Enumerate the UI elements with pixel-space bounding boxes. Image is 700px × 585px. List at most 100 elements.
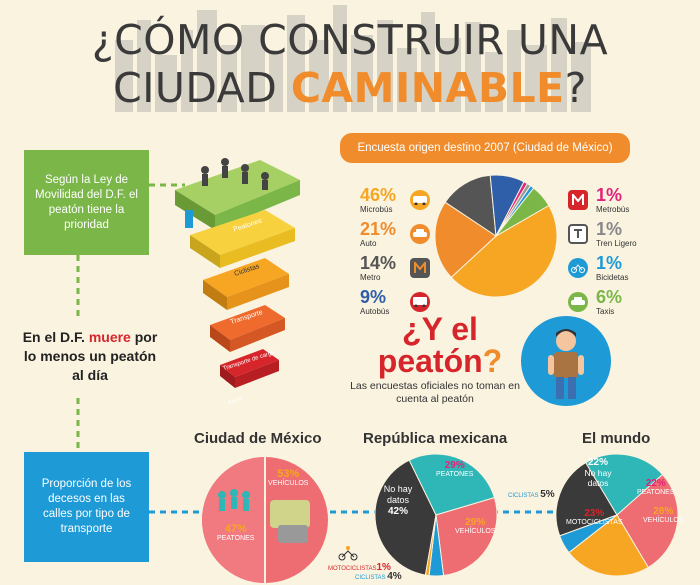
mundo-nodata-text: No hay datos (584, 468, 612, 488)
pedestrian-death-statement: En el D.F. muere por lo menos un peatón … (20, 328, 160, 385)
mobility-pyramid-graphic (175, 158, 300, 388)
mode-percent: 14% (360, 253, 397, 273)
mode-label: Autobús (360, 307, 390, 316)
mode-item: 1% Tren Ligero (568, 217, 658, 251)
car-icon (410, 224, 430, 244)
mode-item: 21% Auto (360, 217, 435, 251)
section-title-mundo: El mundo (582, 430, 651, 447)
survey-left-list: 46% Microbús 21% Auto 14% Metro 9% Autobús (360, 183, 435, 319)
mundo-vehicles-pct: 28% (653, 506, 674, 517)
mundo-moto-pct: 23% (584, 508, 605, 519)
rep-cyclist-text: CICLISTAS (355, 575, 386, 581)
section-title-cdmx: Ciudad de México (194, 430, 322, 447)
mundo-slice-no-hay-datos (555, 461, 618, 537)
survey-right-list: 1% Metrobús 1% Tren Ligero 1% Bicidetas 6% T… (568, 183, 658, 319)
rep-slice-no-hay-datos (374, 459, 437, 576)
mode-percent: 1% (596, 219, 623, 239)
survey-banner: Encuesta origen destino 2007 (Ciudad de … (340, 133, 630, 163)
title-highlight: CAMINABLE (290, 64, 565, 112)
mundo-deaths-pie (555, 453, 679, 577)
mode-percent: 1% (596, 185, 623, 205)
peaton-title-a: ¿Y el (402, 311, 478, 347)
mundo-nodata-pct: 22% (587, 457, 608, 468)
mode-label: Tren Ligero (596, 239, 637, 248)
mode-item: 9% Autobús (360, 285, 435, 319)
light-rail-icon (568, 224, 588, 244)
cdmx-vehicles-label: 53% VEHÍCULOS (268, 468, 308, 488)
mundo-slice-veh-culos (616, 473, 679, 569)
mundo-pedestrians-pct: 22% (645, 478, 666, 489)
mode-percent: 46% (360, 185, 397, 205)
rep-nodata-text: No hay datos (383, 484, 413, 505)
mundo-slice-ciclistas (559, 514, 618, 554)
rep-slice-peatones (408, 453, 496, 516)
peaton-title-b: peatón (377, 343, 483, 379)
mode-item: 6% Taxis (568, 285, 658, 319)
title-prefix: CIUDAD (113, 64, 291, 112)
mundo-pedestrians-lbl: PEATONES (637, 489, 675, 496)
page-title-line2: CIUDAD CAMINABLE? (0, 66, 700, 110)
bicycle-icon (568, 258, 588, 278)
mode-label: Microbús (360, 205, 393, 214)
rep-moto-label: MOTOCICLISTAS1% (328, 562, 391, 573)
law-info-box: Según la Ley de Movilidad del D.F. el pe… (24, 150, 149, 255)
mode-label: Taxis (596, 307, 615, 316)
metrobus-icon (568, 190, 588, 210)
peaton-note: Las encuestas oficiales no toman en cuen… (350, 380, 520, 405)
microbus-icon (410, 190, 430, 210)
survey-pie-chart (434, 174, 558, 298)
mundo-nodata-label: 22% No hay datos (578, 457, 618, 489)
rep-slice-veh-culos (435, 496, 498, 577)
page-title-line1: ¿CÓMO CONSTRUIR UNA (91, 16, 609, 64)
city-skyline-graphic (115, 5, 591, 112)
cdmx-deaths-pie (202, 457, 328, 583)
rep-slice-motociclistas (424, 514, 437, 577)
mode-item: 14% Metro (360, 251, 435, 285)
rep-vehicles-pct: 29% (465, 517, 486, 528)
cdmx-vehicles-pct: 53% (277, 468, 300, 480)
peaton-title-q: ? (482, 343, 503, 379)
mode-percent: 6% (596, 287, 623, 307)
rep-nodata-pct: 42% (387, 506, 408, 517)
survey-slice-microb-s (450, 204, 558, 298)
cdmx-pedestrians-lbl: PEATONES (217, 535, 255, 542)
survey-slice-metro (444, 174, 497, 237)
title-suffix: ? (564, 64, 587, 112)
mode-percent: 1% (596, 253, 623, 273)
section-title-republica: República mexicana (363, 430, 508, 447)
mundo-vehicles-label: 28% VEHÍCULOS (643, 506, 683, 525)
mundo-vehicles-lbl: VEHÍCULOS (643, 517, 684, 524)
bus-icon (410, 292, 430, 312)
rep-pedestrians-pct: 29% (444, 460, 465, 471)
mode-label: Bicidetas (596, 273, 629, 282)
rep-moto-text: MOTOCICLISTAS (328, 566, 377, 572)
mundo-moto-label: 23% MOTOCICLISTAS (566, 508, 623, 527)
mundo-cyclist-label: CICLISTAS 5% (508, 489, 555, 500)
rep-pedestrians-lbl: PEATONES (436, 471, 474, 478)
metro-icon (410, 258, 430, 278)
mundo-cyclist-text: CICLISTAS (508, 493, 539, 499)
rep-cyclist-label: CICLISTAS 4% (355, 571, 402, 582)
cdmx-pedestrians-label: 47% PEATONES (217, 523, 254, 543)
mundo-pedestrians-label: 22% PEATONES (637, 478, 674, 497)
pedestrian-avatar-icon (521, 316, 611, 406)
mundo-cyclist-pct: 5% (540, 489, 555, 500)
death-prefix: En el D.F. (22, 329, 89, 345)
rep-nodata-label: No hay datos 42% (378, 484, 418, 517)
survey-slice-taxis (495, 187, 550, 237)
death-suffix: por lo menos un peatón al día (23, 329, 158, 383)
rep-pedestrians-label: 29% PEATONES (436, 460, 473, 479)
rep-moto-pct: 1% (376, 562, 391, 573)
mode-label: Metro (360, 273, 381, 282)
rep-cyclist-pct: 4% (387, 571, 402, 582)
mundo-slice-peatones (585, 453, 664, 516)
cdmx-vehicles-lbl: VEHÍCULOS (268, 480, 309, 487)
mode-percent: 21% (360, 219, 397, 239)
mode-label: Auto (360, 239, 377, 248)
survey-slice-auto (434, 201, 497, 279)
mode-item: 1% Bicidetas (568, 251, 658, 285)
mode-label: Metrobús (596, 205, 630, 214)
mode-item: 1% Metrobús (568, 183, 658, 217)
cyclist-icon (338, 545, 358, 561)
cdmx-pedestrians-pct: 47% (224, 523, 247, 535)
